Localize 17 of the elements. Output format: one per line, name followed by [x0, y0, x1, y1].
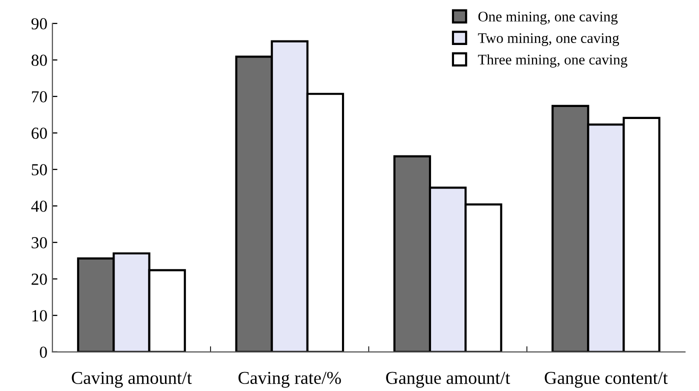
y-tick-label: 0 — [40, 346, 47, 358]
x-tick-label: Gangue content/t — [544, 372, 668, 388]
y-tick-label: 10 — [32, 310, 47, 322]
x-tick-label: Caving rate/% — [238, 372, 341, 388]
y-tick-label: 30 — [32, 237, 47, 248]
legend-label: Three mining, one caving — [478, 54, 628, 68]
y-tick-label: 70 — [32, 91, 47, 102]
y-tick-label: 40 — [31, 200, 47, 212]
x-tick-label: Caving amount/t — [72, 372, 192, 388]
y-tick-label: 50 — [32, 164, 47, 176]
y-tick-label: 20 — [32, 274, 47, 285]
y-tick-label: 60 — [32, 128, 47, 139]
legend-label: One mining, one caving — [478, 12, 618, 25]
x-tick-label: Gangue amount/t — [386, 372, 510, 388]
legend-label: Two mining, one caving — [478, 33, 620, 46]
y-tick-label: 90 — [31, 18, 47, 30]
y-tick-label: 80 — [32, 54, 47, 66]
